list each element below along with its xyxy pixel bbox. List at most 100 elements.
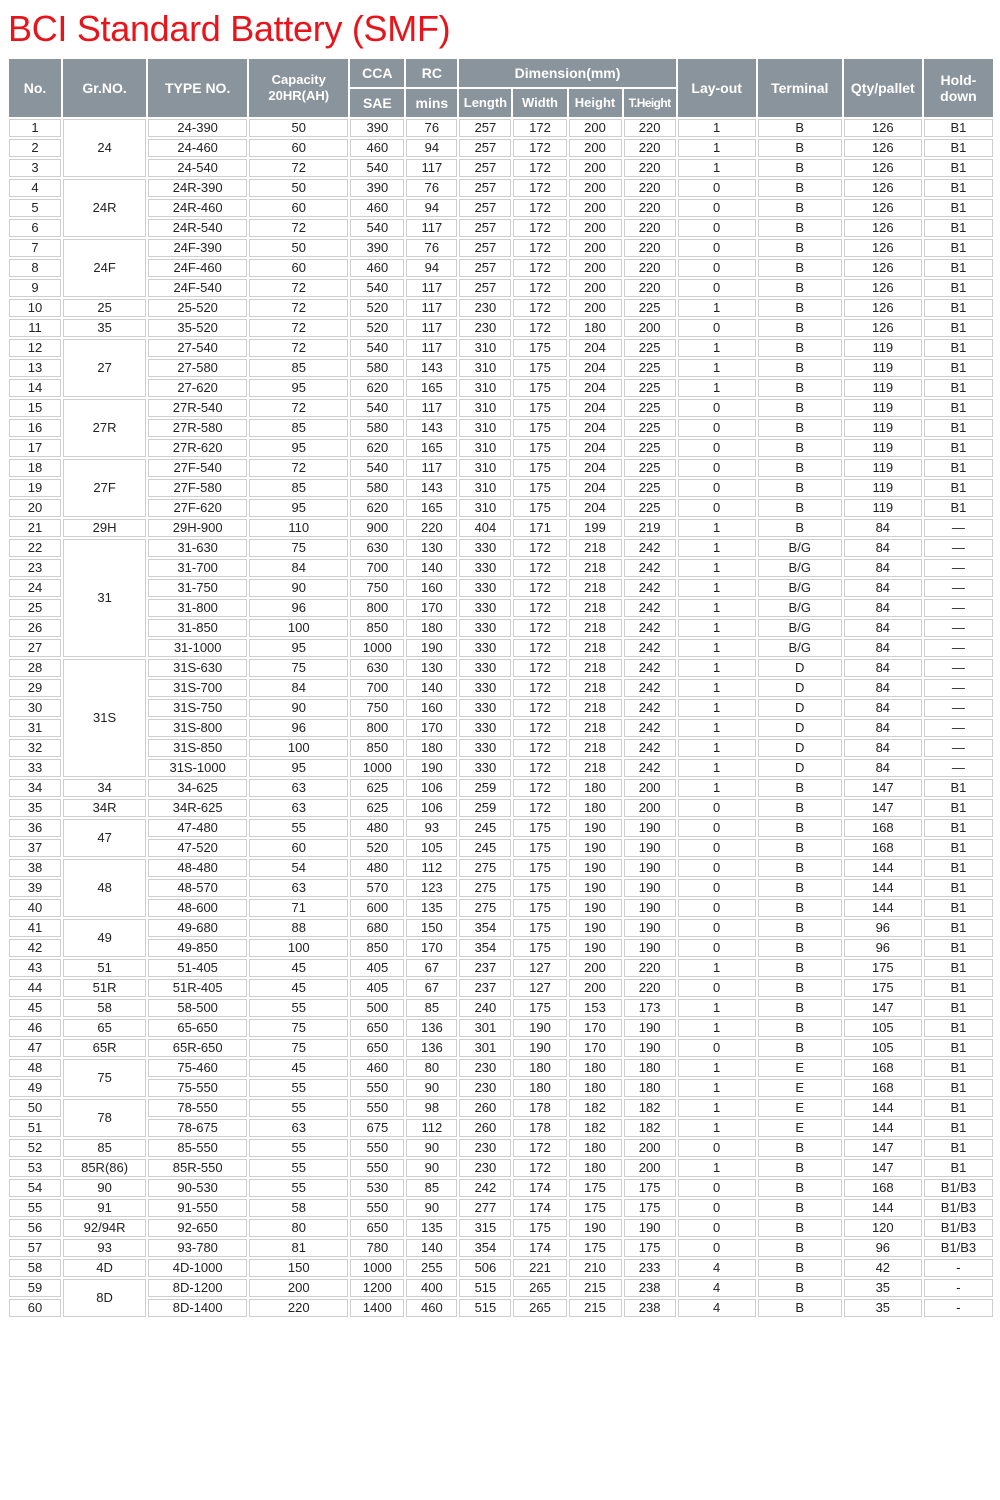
cell-terminal: B/G <box>757 579 842 597</box>
cell-capacity: 75 <box>249 659 349 677</box>
cell-qty-pallet: 119 <box>843 439 922 457</box>
cell-type-no: 27F-620 <box>148 499 248 517</box>
cell-cca: 550 <box>350 1079 405 1097</box>
cell-capacity: 55 <box>249 1139 349 1157</box>
cell-hold-down: B1 <box>923 939 993 957</box>
cell-length: 230 <box>459 299 512 317</box>
cell-height: 200 <box>568 139 622 157</box>
cell-no: 23 <box>9 559 62 577</box>
cell-terminal: B <box>757 819 842 837</box>
cell-terminal: B <box>757 479 842 497</box>
cell-height: 218 <box>568 719 622 737</box>
table-row: 45 58 58-500 55 500 85 240 175 153 173 1 B 147 B1 <box>9 999 993 1017</box>
cell-height: 200 <box>568 159 622 177</box>
cell-capacity: 88 <box>249 919 349 937</box>
cell-length: 310 <box>459 499 512 517</box>
cell-rc: 160 <box>406 699 458 717</box>
cell-cca: 850 <box>350 739 405 757</box>
cell-qty-pallet: 147 <box>843 799 922 817</box>
cell-terminal: B <box>757 919 842 937</box>
cell-cca: 405 <box>350 959 405 977</box>
table-row: 35 34R 34R-625 63 625 106 259 172 180 200 0 B 147 B1 <box>9 799 993 817</box>
table-row: 37 47-520 60 520 105 245 175 190 190 0 B 168 B1 <box>9 839 993 857</box>
cell-rc: 90 <box>406 1159 458 1177</box>
cell-width: 172 <box>513 619 567 637</box>
cell-length: 275 <box>459 899 512 917</box>
cell-rc: 117 <box>406 459 458 477</box>
cell-type-no: 24-390 <box>148 119 248 137</box>
cell-gr-no: 78 <box>63 1099 147 1137</box>
cell-gr-no: 51 <box>63 959 147 977</box>
cell-no: 36 <box>9 819 62 837</box>
cell-layout: 0 <box>677 899 756 917</box>
cell-terminal: B/G <box>757 539 842 557</box>
header-hold-down: Hold-down <box>923 59 993 117</box>
cell-rc: 117 <box>406 319 458 337</box>
cell-qty-pallet: 120 <box>843 1219 922 1237</box>
cell-rc: 85 <box>406 999 458 1017</box>
cell-qty-pallet: 84 <box>843 659 922 677</box>
cell-t-height: 242 <box>623 579 676 597</box>
cell-length: 260 <box>459 1119 512 1137</box>
cell-length: 310 <box>459 399 512 417</box>
cell-height: 218 <box>568 679 622 697</box>
cell-terminal: B <box>757 859 842 877</box>
table-row: 9 24F-540 72 540 117 257 172 200 220 0 B 126 B1 <box>9 279 993 297</box>
cell-qty-pallet: 35 <box>843 1299 922 1317</box>
cell-rc: 90 <box>406 1079 458 1097</box>
cell-length: 310 <box>459 439 512 457</box>
cell-width: 172 <box>513 799 567 817</box>
cell-rc: 135 <box>406 899 458 917</box>
cell-layout: 1 <box>677 1119 756 1137</box>
cell-height: 218 <box>568 599 622 617</box>
cell-terminal: B <box>757 359 842 377</box>
header-no: No. <box>9 59 62 117</box>
cell-capacity: 55 <box>249 999 349 1017</box>
cell-rc: 85 <box>406 1179 458 1197</box>
cell-cca: 530 <box>350 1179 405 1197</box>
cell-width: 175 <box>513 359 567 377</box>
cell-no: 5 <box>9 199 62 217</box>
cell-layout: 0 <box>677 179 756 197</box>
cell-hold-down: B1/B3 <box>923 1179 993 1197</box>
cell-hold-down: — <box>923 679 993 697</box>
cell-layout: 1 <box>677 539 756 557</box>
table-row: 13 27-580 85 580 143 310 175 204 225 1 B 119 B1 <box>9 359 993 377</box>
cell-gr-no: 75 <box>63 1059 147 1097</box>
cell-qty-pallet: 126 <box>843 179 922 197</box>
cell-gr-no: 93 <box>63 1239 147 1257</box>
cell-qty-pallet: 84 <box>843 599 922 617</box>
cell-hold-down: B1/B3 <box>923 1199 993 1217</box>
cell-no: 48 <box>9 1059 62 1077</box>
cell-length: 259 <box>459 799 512 817</box>
cell-width: 172 <box>513 259 567 277</box>
table-row: 12 27 27-540 72 540 117 310 175 204 225 1 B 119 B1 <box>9 339 993 397</box>
cell-type-no: 24R-460 <box>148 199 248 217</box>
cell-hold-down: B1 <box>923 339 993 357</box>
cell-cca: 390 <box>350 179 405 197</box>
cell-height: 200 <box>568 179 622 197</box>
cell-no: 35 <box>9 799 62 817</box>
cell-layout: 1 <box>677 779 756 797</box>
cell-type-no: 48-570 <box>148 879 248 897</box>
cell-length: 315 <box>459 1219 512 1237</box>
table-row: 7 24F 24F-390 50 390 76 257 172 200 220 0 B 126 B1 <box>9 239 993 297</box>
cell-layout: 1 <box>677 1159 756 1177</box>
cell-rc: 460 <box>406 1299 458 1317</box>
header-capacity: Capacity 20HR(AH) <box>249 59 349 117</box>
cell-cca: 500 <box>350 999 405 1017</box>
cell-height: 204 <box>568 419 622 437</box>
cell-width: 175 <box>513 899 567 917</box>
cell-layout: 0 <box>677 479 756 497</box>
cell-t-height: 225 <box>623 479 676 497</box>
cell-terminal: E <box>757 1079 842 1097</box>
table-row: 20 27F-620 95 620 165 310 175 204 225 0 B 119 B1 <box>9 499 993 517</box>
cell-cca: 540 <box>350 279 405 297</box>
cell-capacity: 85 <box>249 479 349 497</box>
cell-rc: 130 <box>406 659 458 677</box>
cell-terminal: B <box>757 399 842 417</box>
cell-hold-down: B1 <box>923 239 993 257</box>
cell-width: 175 <box>513 819 567 837</box>
cell-terminal: B <box>757 879 842 897</box>
cell-height: 200 <box>568 979 622 997</box>
